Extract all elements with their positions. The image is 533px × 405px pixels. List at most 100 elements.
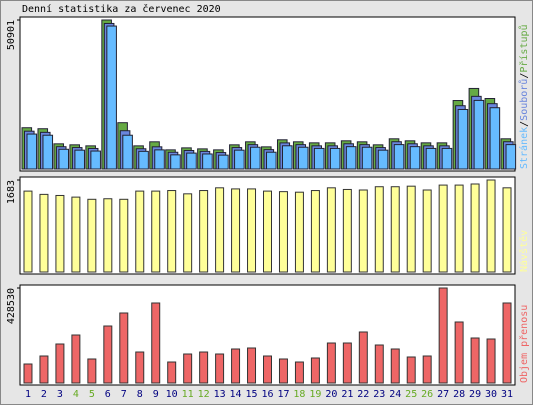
bar [39,355,49,384]
bar [390,348,400,384]
x-tick-label: 31 [501,389,513,400]
bar [310,357,320,384]
bar [39,193,49,273]
legend-entry: Objem přenosu [518,305,530,383]
x-tick-label: 30 [485,389,497,400]
bar [202,153,213,170]
bar [266,151,277,170]
bar [409,146,421,170]
bar [278,358,288,384]
bar [154,149,165,170]
bar [454,184,464,273]
x-tick-label: 15 [246,389,258,400]
bar [103,325,113,384]
bar [441,147,453,170]
y-tick-label: 1683 [6,180,17,204]
bar [231,348,241,384]
panel [19,284,516,386]
bar [297,146,309,170]
x-tick-label: 18 [293,389,305,400]
chart-title: Denní statistika za červenec 2020 [22,3,221,15]
bar [313,147,325,170]
y-tick-label: 50901 [6,20,17,50]
x-tick-label: 16 [261,389,273,400]
bar [247,347,257,384]
x-tick-label: 19 [309,389,321,400]
bar [361,146,373,170]
bar [438,184,448,273]
bar [119,198,129,273]
bar [310,190,320,273]
x-tick-label: 5 [89,389,95,400]
bar [326,187,336,273]
x-tick-label: 25 [405,389,417,400]
bar [58,148,70,170]
legend: Objem přenosu [518,305,530,383]
bar [486,338,496,384]
x-tick-label: 9 [153,389,159,400]
bar [438,287,448,384]
bar [199,190,209,273]
x-tick-label: 11 [182,389,194,400]
bar [183,353,193,384]
legend-entry: Přístupů [518,24,530,72]
bar [71,196,81,273]
bar [470,337,480,384]
bar [199,351,209,384]
bar [170,154,181,170]
bar [425,147,437,170]
bar [454,321,464,384]
legend-entry: Souborů [518,79,530,121]
bar [281,145,293,170]
bar [55,343,65,384]
x-tick-label: 3 [57,389,63,400]
bar [342,188,352,273]
bar [505,144,517,170]
x-tick-label: 10 [166,389,178,400]
bar [74,149,85,170]
x-tick-label: 28 [453,389,465,400]
bar [470,183,480,273]
legend: Návštěv [518,230,530,272]
legend: Stránek/Souborů/Přístupů [518,24,530,169]
bar [135,351,145,384]
bar [151,190,161,273]
x-tick-label: 26 [421,389,433,400]
bar [87,358,97,384]
bar [151,302,161,384]
bar [167,361,177,384]
bar [90,150,101,170]
bar [215,353,225,384]
bar [342,342,352,384]
bar [502,187,512,273]
bar [473,99,485,170]
x-tick-label: 27 [437,389,449,400]
x-tick-label: 21 [341,389,353,400]
bar [358,189,368,273]
x-tick-label: 2 [41,389,47,400]
bar [263,190,272,273]
bar [87,198,97,273]
bar [138,150,149,170]
bar [186,152,197,170]
bar [486,179,496,273]
bar [263,355,272,384]
x-tick-label: 20 [325,389,337,400]
x-tick-label: 23 [373,389,385,400]
legend-entry: Návštěv [518,230,530,272]
bar [119,312,129,384]
bar [358,331,368,384]
x-tick-label: 1 [25,389,31,400]
bar [234,149,245,170]
x-tick-label: 22 [357,389,369,400]
bar [183,193,193,273]
bar [106,25,117,170]
bar [374,186,384,273]
bar [26,133,38,170]
bar [329,147,341,170]
bar [55,194,65,273]
x-tick-label: 13 [214,389,226,400]
bar [294,361,304,384]
bar [393,144,405,170]
